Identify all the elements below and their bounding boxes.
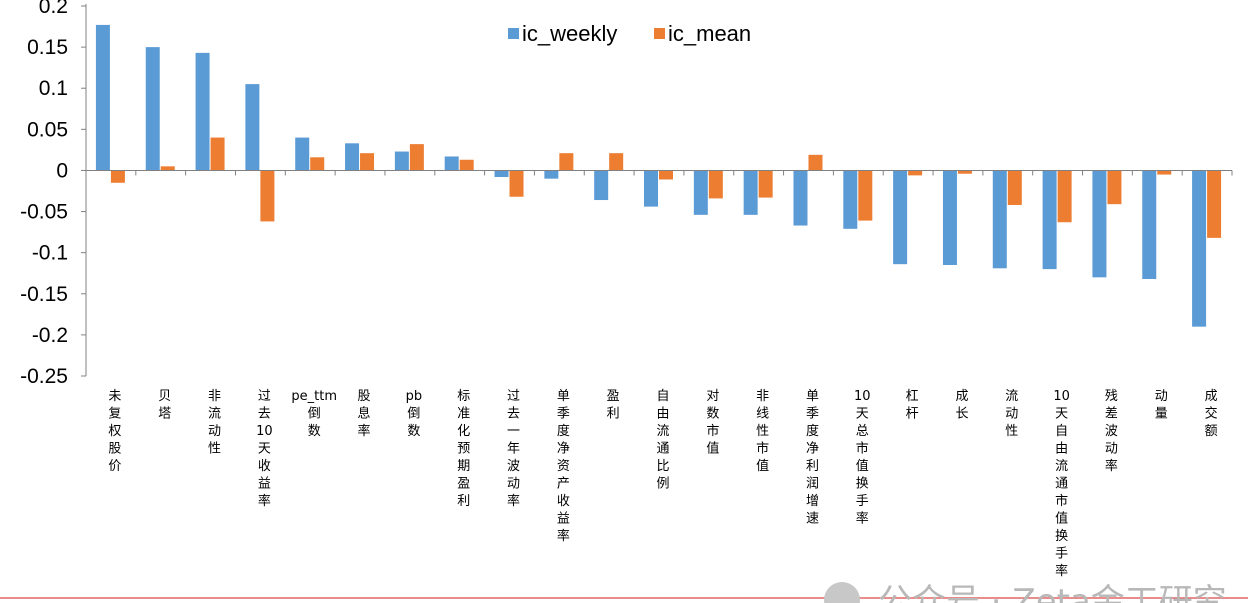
y-tick-label: -0.25 [20, 365, 68, 388]
category-label: 成长 [955, 389, 968, 422]
bar-ic_weekly-20 [1092, 170, 1107, 278]
category-label: 杠杆 [906, 388, 919, 422]
category-label: 动量 [1155, 389, 1168, 422]
y-tick-label: 0.2 [39, 0, 68, 18]
category-label: 过去一年波动率 [507, 389, 520, 509]
legend-swatch-ic_mean [654, 28, 665, 39]
category-label: pb 倒数 [406, 389, 423, 439]
y-tick-label: -0.15 [20, 283, 68, 306]
bar-ic_weekly-0 [95, 24, 110, 171]
bar-ic_mean-17 [957, 170, 972, 174]
y-tick-label: 0.05 [27, 118, 68, 141]
legend: ic_weekly ic_mean [508, 21, 751, 46]
bar-ic_mean-4 [310, 157, 325, 171]
category-label: 自由流通比例 [656, 389, 669, 492]
legend-label-ic_weekly: ic_weekly [522, 21, 617, 46]
category-label: 10 天自由流通市值换手率 [1053, 389, 1070, 579]
bar-ic_weekly-11 [644, 170, 658, 207]
bar-ic_mean-15 [858, 170, 873, 221]
category-label: 标准化预期盈利 [457, 389, 470, 509]
bar-ic_weekly-22 [1192, 170, 1207, 327]
bar-ic_weekly-5 [345, 143, 360, 171]
category-label: 股息率 [358, 389, 371, 439]
watermark: 公众号 · Zeta金工研究 [0, 582, 1248, 603]
category-label: 非流动性 [208, 389, 221, 457]
bar-ic_mean-21 [1157, 170, 1172, 175]
bar-ic_weekly-21 [1142, 170, 1157, 279]
bar-ic_weekly-8 [494, 170, 509, 178]
bar-ic_mean-22 [1207, 170, 1222, 238]
bar-ic_mean-8 [509, 170, 524, 197]
wechat-icon [824, 582, 860, 603]
category-label: pe_ttm 倒数 [291, 389, 337, 439]
y-tick-label: -0.1 [32, 242, 68, 265]
bar-ic_weekly-12 [693, 170, 708, 215]
category-label: 贝塔 [158, 389, 171, 422]
bar-ic_mean-5 [360, 153, 375, 171]
bar-ic_mean-12 [708, 170, 723, 199]
category-label: 单季度净利润增速 [806, 389, 819, 527]
bar-ic_mean-20 [1107, 170, 1122, 205]
category-label: 单季度净资产收益率 [557, 389, 570, 544]
legend-label-ic_mean: ic_mean [668, 21, 751, 46]
bar-ic_mean-11 [659, 170, 673, 180]
category-label: 过去 10 天收益率 [256, 389, 273, 509]
category-label: 10 天总市值换手率 [854, 389, 871, 527]
x-axis [85, 169, 1233, 176]
category-label: 对数市值 [706, 389, 719, 457]
watermark-text: 公众号 · Zeta金工研究 [878, 582, 1227, 603]
y-axis: 0.2 0.15 0.1 0.05 0 -0.05 -0.1 -0.15 -0.2 -0.25 [20, 0, 87, 388]
bar-ic_mean-19 [1057, 170, 1072, 223]
bar-ic_mean-1 [160, 166, 175, 171]
bar-ic_weekly-7 [444, 156, 459, 171]
bar-ic_weekly-18 [992, 170, 1007, 269]
bar-ic_weekly-16 [893, 170, 908, 265]
bar-ic_mean-0 [110, 170, 125, 183]
category-label: 流动性 [1005, 389, 1018, 439]
bar-ic_weekly-6 [394, 151, 409, 171]
bar-ic_mean-13 [758, 170, 773, 198]
y-tick-label: -0.2 [32, 324, 68, 347]
bars [95, 24, 1222, 327]
category-label: 残差波动率 [1105, 389, 1118, 474]
bar-ic_mean-18 [1007, 170, 1022, 205]
bar-ic_weekly-1 [145, 47, 160, 171]
y-tick-label: 0.15 [27, 36, 68, 59]
bar-ic_weekly-19 [1042, 170, 1057, 270]
bar-ic_weekly-10 [594, 170, 609, 201]
bar-ic_weekly-14 [793, 170, 808, 226]
bar-ic_weekly-2 [195, 52, 210, 171]
bar-ic_weekly-17 [942, 170, 957, 265]
bar-ic_mean-7 [459, 159, 474, 171]
bar-ic_weekly-4 [295, 137, 310, 171]
bar-ic_mean-16 [908, 170, 923, 176]
bar-ic_mean-10 [609, 153, 624, 171]
bar-ic_weekly-9 [544, 170, 559, 179]
category-labels: 未复权股价 贝塔 非流动性 过去 10 天收益率 pe_ttm 倒数 股息率 pb 倒数 标准化预期盈… [108, 388, 1217, 579]
bar-ic_weekly-3 [245, 84, 260, 171]
y-tick-label: 0 [56, 159, 68, 182]
category-label: 未复权股价 [108, 389, 121, 474]
bar-ic_mean-14 [808, 154, 823, 171]
y-tick-label: -0.05 [20, 201, 68, 224]
bar-ic_mean-6 [409, 144, 424, 171]
category-label: 盈利 [607, 389, 620, 422]
bar-ic_mean-3 [260, 170, 275, 222]
category-label: 非线性市值 [756, 389, 769, 474]
y-tick-label: 0.1 [39, 77, 68, 100]
category-label: 成交额 [1205, 389, 1218, 439]
legend-swatch-ic_weekly [508, 28, 519, 39]
bar-ic_mean-2 [210, 137, 225, 171]
bar-ic_mean-9 [559, 153, 574, 171]
bar-ic_weekly-15 [843, 170, 858, 229]
bar-ic_weekly-13 [743, 170, 758, 215]
